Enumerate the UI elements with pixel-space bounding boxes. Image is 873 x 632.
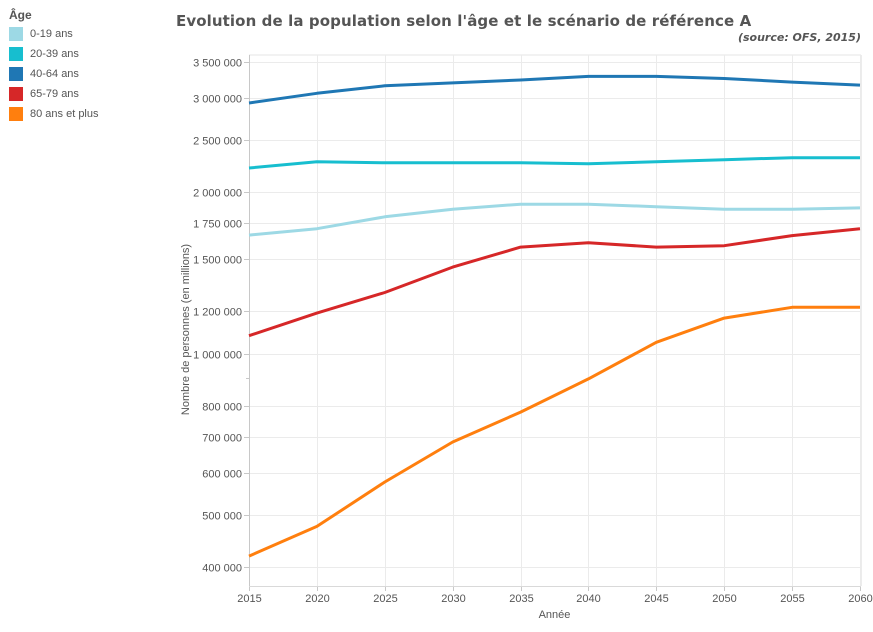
y-tick-label: 1 200 000 [193, 307, 242, 319]
y-tick-label: 2 000 000 [193, 188, 242, 200]
legend-label: 40-64 ans [30, 68, 79, 80]
y-tick-label: 1 500 000 [193, 255, 242, 267]
x-tick-label: 2035 [509, 593, 533, 605]
chart-source: (source: OFS, 2015) [737, 31, 861, 44]
x-tick-label: 2045 [644, 593, 668, 605]
y-tick-label: 2 500 000 [193, 136, 242, 148]
legend-item-80-plus[interactable]: 80 ans et plus [9, 104, 99, 124]
legend-swatch-icon [9, 107, 23, 121]
legend-item-0-19[interactable]: 0-19 ans [9, 24, 99, 44]
legend-swatch-icon [9, 87, 23, 101]
series-line-65-79-ans [248, 227, 861, 338]
y-tick-label: 800 000 [202, 402, 242, 414]
x-tick-label: 2020 [305, 593, 329, 605]
series-line-0-19-ans [248, 202, 861, 237]
x-tick-label: 2060 [848, 593, 872, 605]
x-tick-label: 2015 [237, 593, 261, 605]
y-tick-label: 600 000 [202, 469, 242, 481]
x-tick-label: 2055 [780, 593, 804, 605]
legend-label: 20-39 ans [30, 48, 79, 60]
legend-swatch-icon [9, 27, 23, 41]
y-tick-label: 3 000 000 [193, 94, 242, 106]
legend-item-65-79[interactable]: 65-79 ans [9, 84, 99, 104]
legend-label: 65-79 ans [30, 88, 79, 100]
series-line-40-64-ans [248, 74, 861, 105]
y-tick-label: 1 750 000 [193, 219, 242, 231]
legend-swatch-icon [9, 67, 23, 81]
grid [249, 54, 862, 586]
legend-item-40-64[interactable]: 40-64 ans [9, 64, 99, 84]
y-tick-label: 500 000 [202, 511, 242, 523]
legend-label: 0-19 ans [30, 28, 73, 40]
x-tick-label: 2050 [712, 593, 736, 605]
y-tick-label: 1 000 000 [193, 350, 242, 362]
chart-title: Evolution de la population selon l'âge e… [176, 12, 752, 30]
y-tick-label: 400 000 [202, 563, 242, 575]
series-line-80-ans-et-plus [248, 305, 860, 558]
series-line-20-39-ans [248, 156, 860, 170]
y-axis-title: Nombre de personnes (en millions) [180, 244, 192, 415]
x-tick-label: 2040 [576, 593, 600, 605]
y-tick-label: 700 000 [202, 433, 242, 445]
x-tick-label: 2025 [373, 593, 397, 605]
legend: Âge 0-19 ans 20-39 ans 40-64 ans 65-79 a… [9, 8, 99, 124]
legend-title: Âge [9, 8, 32, 22]
legend-label: 80 ans et plus [30, 108, 99, 120]
y-tick-label: 3 500 000 [193, 58, 242, 70]
axes: 3 500 000 3 000 000 2 500 000 2 000 000 1 75… [193, 55, 873, 605]
series-lines [248, 74, 861, 558]
legend-item-20-39[interactable]: 20-39 ans [9, 44, 99, 64]
legend-swatch-icon [9, 47, 23, 61]
x-axis-title: Année [539, 609, 571, 621]
x-tick-label: 2030 [441, 593, 465, 605]
